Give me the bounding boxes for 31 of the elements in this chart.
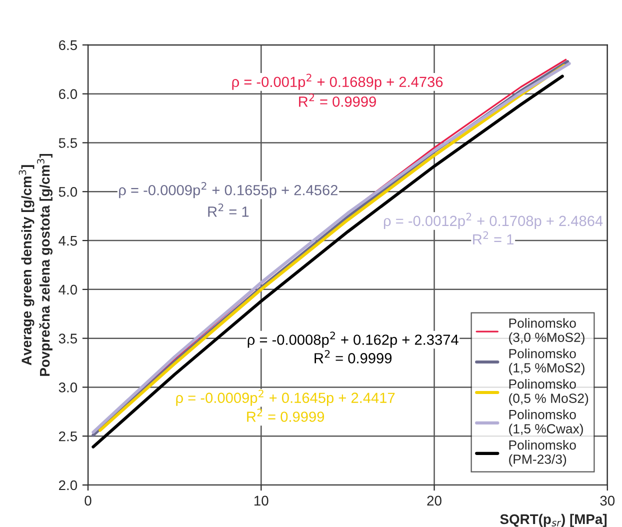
annotation: R$^{2}$ = 0.9999 xyxy=(299,94,376,107)
x-tick-label: 10 xyxy=(254,496,268,506)
annotation: ρ = -0.0012p$^{2}$ + 0.1708p + 2.4864 xyxy=(384,212,603,229)
x-tick-label: 20 xyxy=(427,496,442,506)
annotation: ρ = -0.0009p$^{2}$ + 0.1655p + 2.4562 xyxy=(119,182,338,198)
y-tick-label: 6.5 xyxy=(58,40,78,50)
annotation: R$^{2}$ = 1 xyxy=(473,231,514,244)
annotation: ρ = -0.0008p$^{2}$ + 0.162p + 2.3374 xyxy=(248,332,458,348)
x-tick-label: 30 xyxy=(600,496,615,506)
y-tick-label: 2.0 xyxy=(58,480,78,490)
legend-label: Polinomsko (1,5 %MoS2) xyxy=(509,348,584,376)
legend-label: Polinomsko (PM-23/3) xyxy=(509,440,576,467)
y-tick-label: 3.0 xyxy=(58,382,78,392)
annotation: ρ = -0.001p$^{2}$ + 0.1689p + 2.4736 xyxy=(232,74,443,90)
y-tick-label: 6.0 xyxy=(58,89,78,100)
x-axis-title: SQRT(p$_{sr}$) [MPa] xyxy=(500,514,607,527)
annotation: R$^{2}$ = 0.9999 xyxy=(314,350,392,364)
annotation: R$^{2}$ = 0.9999 xyxy=(247,408,324,422)
annotation: ρ = -0.0009p$^{2}$ + 0.1645p + 2.4417 xyxy=(176,390,395,406)
x-tick-label: 0 xyxy=(84,496,92,506)
legend-label: Polinomsko (3,0 %MoS2) xyxy=(509,318,584,345)
annotation: R$^{2}$ = 1 xyxy=(208,204,249,217)
y-axis-title: Average green density [g/cm$^{3}$] Povprečna zelena gostota [g/cm$^{3}$] xyxy=(18,154,53,376)
y-tick-label: 5.0 xyxy=(58,186,78,197)
y-tick-label: 4.0 xyxy=(58,284,78,295)
legend-label: Polinomsko (0,5 % MoS2) xyxy=(509,379,588,406)
y-tick-label: 2.5 xyxy=(58,431,78,442)
y-tick-label: 5.5 xyxy=(58,138,78,148)
legend-label: Polinomsko (1,5 %Cwax) xyxy=(509,410,583,436)
y-tick-label: 3.5 xyxy=(58,334,78,344)
y-tick-label: 4.5 xyxy=(58,236,78,246)
